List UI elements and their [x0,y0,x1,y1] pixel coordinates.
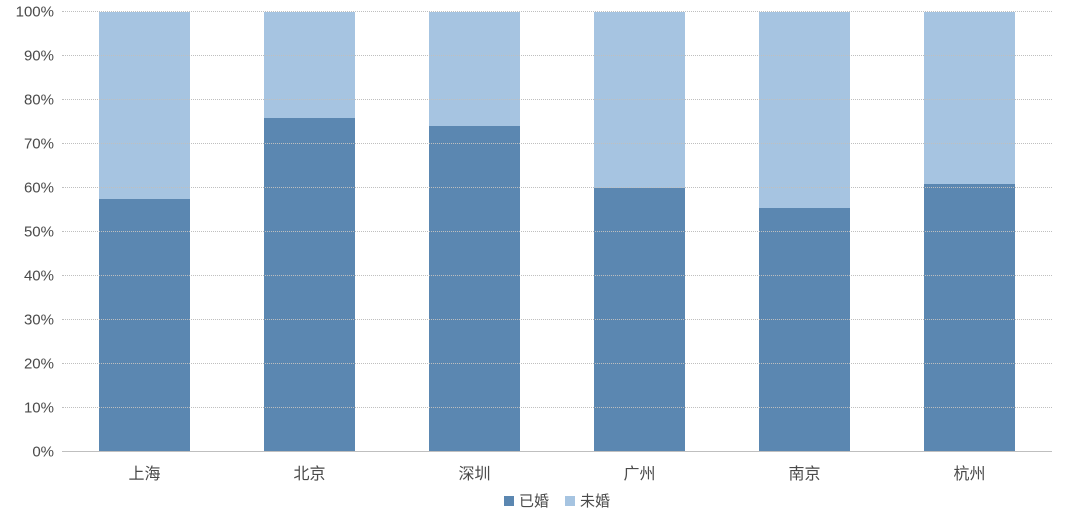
bar-segment-married [924,184,1015,452]
y-axis-tick-label: 70% [24,136,54,153]
y-axis-tick-label: 80% [24,92,54,109]
bar-segment-married [759,208,850,452]
bar-segment-unmarried [924,12,1015,184]
gridline [62,143,1052,144]
bars-container: 上海北京深圳广州南京杭州 [62,12,1052,452]
y-axis-tick-label: 0% [32,444,54,461]
y-axis-tick-label: 100% [16,4,54,21]
y-axis-tick-label: 60% [24,180,54,197]
x-axis-category-label: 广州 [623,460,655,484]
gridline [62,231,1052,232]
gridline [62,407,1052,408]
bar-column: 上海 [99,12,190,452]
bar-segment-married [99,199,190,452]
bar-column: 杭州 [924,12,1015,452]
bar-column: 深圳 [429,12,520,452]
legend-label-unmarried: 未婚 [580,490,610,511]
gridline [62,451,1052,452]
gridline [62,275,1052,276]
x-axis-category-label: 上海 [128,460,160,484]
gridline [62,187,1052,188]
y-axis-tick-label: 40% [24,268,54,285]
x-axis-category-label: 北京 [293,460,325,484]
x-axis-category-label: 深圳 [458,460,490,484]
bar-segment-married [429,126,520,452]
bar-segment-unmarried [594,12,685,188]
bar-column: 南京 [759,12,850,452]
y-axis-tick-label: 30% [24,312,54,329]
gridline [62,99,1052,100]
bar-column: 广州 [594,12,685,452]
gridline [62,363,1052,364]
x-axis-category-label: 南京 [788,460,820,484]
bar-segment-unmarried [99,12,190,199]
legend: 已婚 未婚 [62,490,1052,511]
plot-area: 上海北京深圳广州南京杭州 0%10%20%30%40%50%60%70%80%9… [62,12,1052,452]
bar-segment-married [264,118,355,452]
y-axis-tick-label: 90% [24,48,54,65]
bar-segment-unmarried [759,12,850,208]
y-axis-tick-label: 10% [24,400,54,417]
bar-segment-unmarried [429,12,520,126]
bar-segment-married [594,188,685,452]
gridline [62,55,1052,56]
legend-swatch-unmarried [565,496,575,506]
bar-column: 北京 [264,12,355,452]
x-axis-category-label: 杭州 [953,460,985,484]
y-axis-tick-label: 20% [24,356,54,373]
stacked-bar-chart: 上海北京深圳广州南京杭州 0%10%20%30%40%50%60%70%80%9… [0,0,1080,524]
gridline [62,11,1052,12]
gridline [62,319,1052,320]
y-axis-tick-label: 50% [24,224,54,241]
bar-segment-unmarried [264,12,355,118]
legend-item-married: 已婚 [504,490,549,511]
legend-swatch-married [504,496,514,506]
legend-label-married: 已婚 [519,490,549,511]
legend-item-unmarried: 未婚 [565,490,610,511]
